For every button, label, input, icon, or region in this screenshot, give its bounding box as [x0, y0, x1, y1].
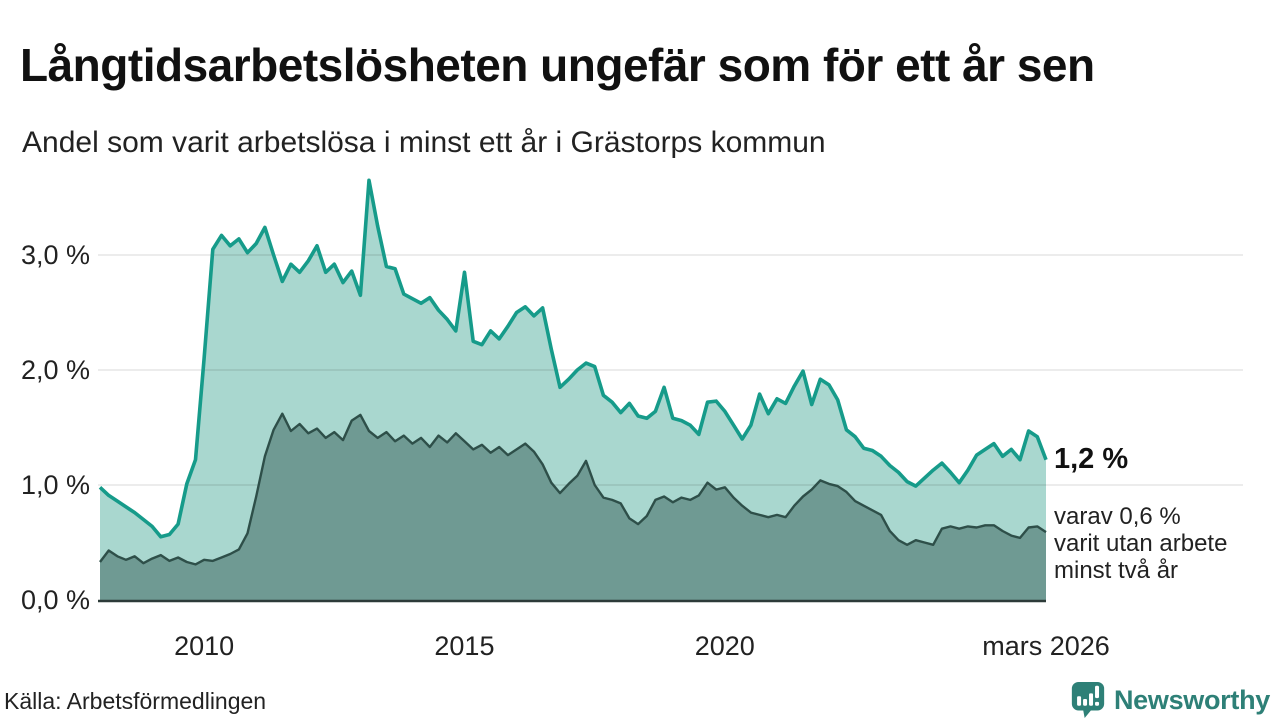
detail-line-2: varit utan arbete — [1054, 530, 1228, 557]
detail-line-1: varav 0,6 % — [1054, 503, 1181, 530]
x-tick-label: mars 2026 — [982, 631, 1110, 661]
source-note: Källa: Arbetsförmedlingen — [4, 688, 267, 714]
y-tick-label: 0,0 % — [20, 585, 90, 615]
brand-logo: Newsworthy — [1069, 679, 1270, 721]
y-tick-label: 1,0 % — [20, 470, 90, 500]
series-area-two-years — [100, 413, 1046, 600]
latest-value-label: 1,2 % — [1054, 443, 1129, 475]
x-tick-label: 2010 — [174, 631, 235, 661]
latest-value-detail: varav 0,6 % varit utan arbete minst två … — [1054, 503, 1227, 584]
brand-name: Newsworthy — [1113, 684, 1270, 715]
x-tick-label: 2020 — [694, 631, 755, 661]
series-line-total — [98, 178, 1048, 539]
page-subtitle: Andel som varit arbetslösa i minst ett å… — [22, 126, 826, 159]
page-title: Långtidsarbetslösheten ungefär som för e… — [20, 38, 1095, 91]
x-tick-label: 2015 — [434, 631, 495, 661]
detail-line-3: minst två år — [1054, 557, 1179, 584]
series-line-two-years — [99, 412, 1047, 566]
y-tick-label: 3,0 % — [20, 240, 90, 270]
newsworthy-pin-barchart-icon — [1071, 681, 1105, 719]
y-tick-label: 2,0 % — [20, 355, 90, 385]
